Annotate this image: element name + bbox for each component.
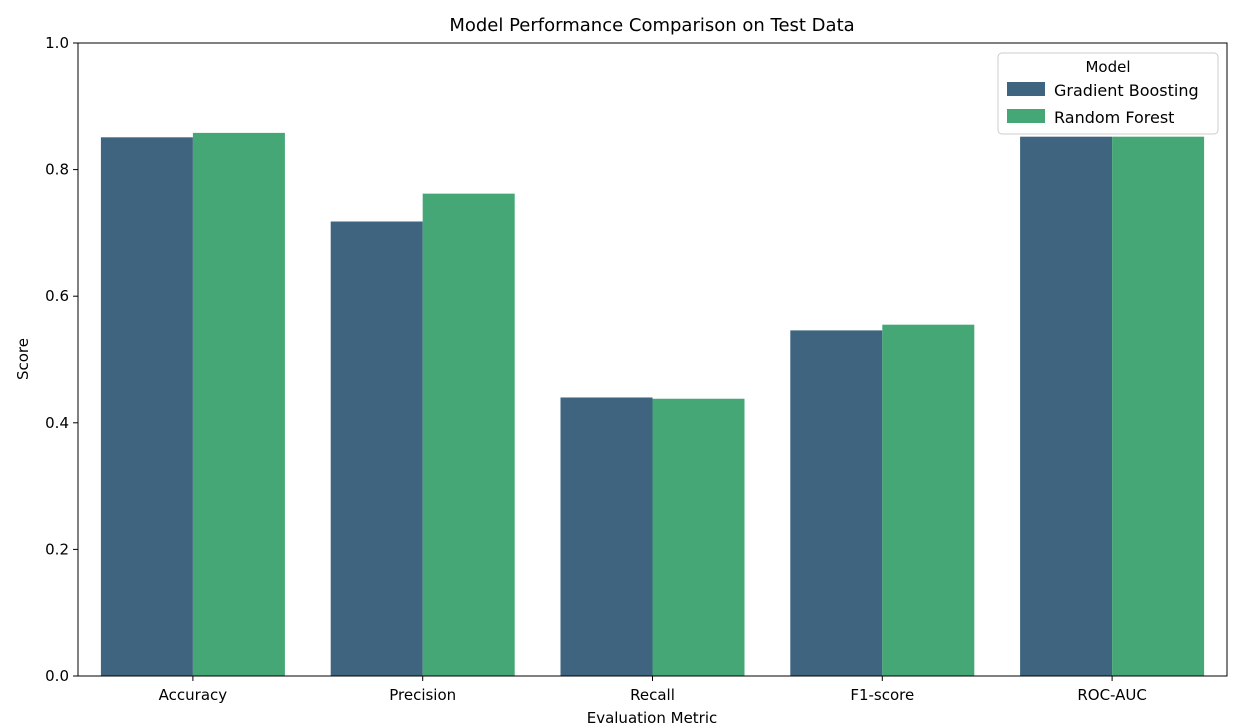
y-tick-label-0-8: 0.8 [45,161,69,179]
legend-swatch-random-forest [1007,109,1045,123]
x-tick-label-roc-auc: ROC-AUC [1077,686,1147,704]
bar-gradient-boosting-precision [330,221,423,677]
plot-frame [77,42,1228,677]
x-tick-label-f1-score: F1-score [850,686,914,704]
bars-layer [100,132,1205,677]
legend-label-random-forest: Random Forest [1054,108,1174,127]
bar-random-forest-recall [652,398,745,676]
bar-random-forest-roc-auc [1112,136,1205,676]
x-tick-label-recall: Recall [630,686,675,704]
bar-gradient-boosting-accuracy [100,137,193,676]
y-tick-label-1-0: 1.0 [45,34,69,52]
y-tick-label-0-0: 0.0 [45,667,69,685]
legend-title: Model [1085,58,1130,76]
bar-random-forest-accuracy [192,132,285,677]
legend: Model Gradient Boosting Random Forest [997,52,1219,135]
chart-title: Model Performance Comparison on Test Dat… [449,15,854,36]
bar-random-forest-f1-score [882,324,975,676]
x-tick-label-accuracy: Accuracy [159,686,228,704]
y-tick-label-0-2: 0.2 [45,540,69,558]
bar-gradient-boosting-roc-auc [1020,136,1113,676]
legend-label-gradient-boosting: Gradient Boosting [1054,81,1199,100]
legend-swatch-gradient-boosting [1007,82,1045,96]
y-axis-label: Score [14,338,32,380]
legend-box [997,52,1219,135]
bar-random-forest-precision [422,193,515,677]
x-axis-label: Evaluation Metric [587,709,718,727]
bar-gradient-boosting-recall [560,397,653,676]
bar-gradient-boosting-f1-score [790,330,883,676]
y-tick-label-0-6: 0.6 [45,287,69,305]
x-tick-label-precision: Precision [389,686,456,704]
y-tick-label-0-4: 0.4 [45,414,69,432]
ticks-layer: Accuracy Precision Recall F1-score ROC-AUC 0.… [45,34,1147,704]
